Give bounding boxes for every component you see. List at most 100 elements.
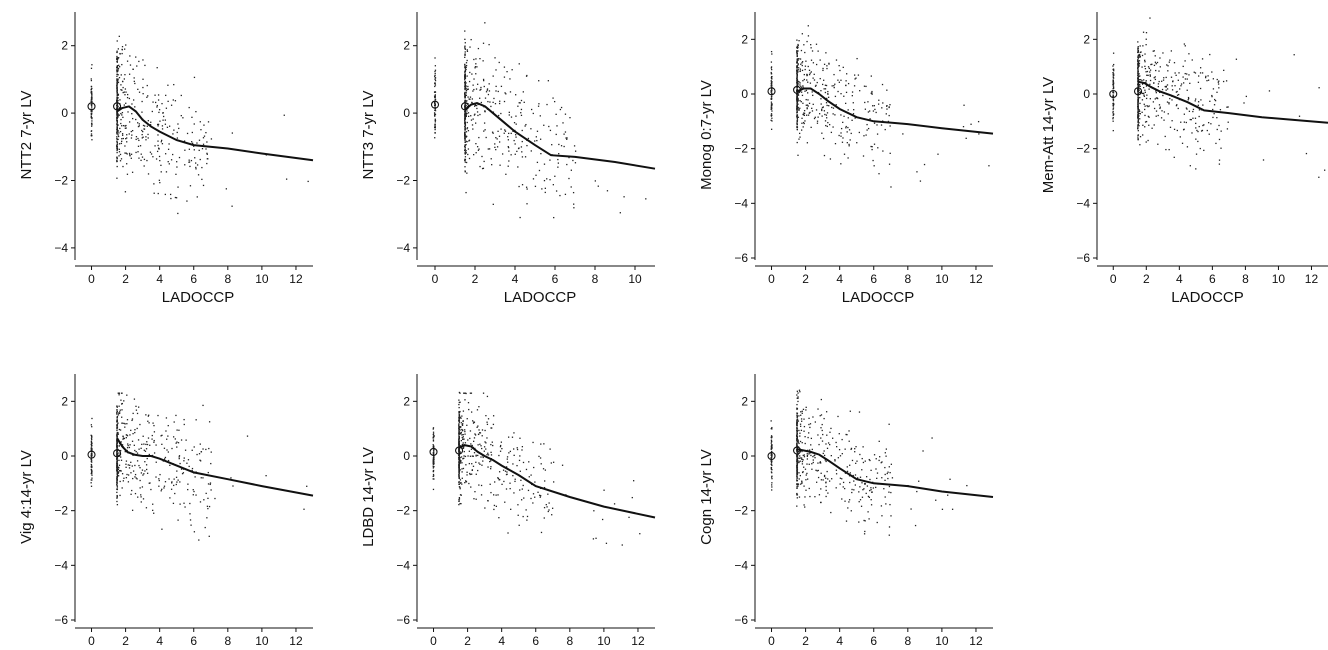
scatter-point — [121, 409, 123, 411]
scatter-point — [808, 102, 811, 105]
scatter-point — [167, 435, 169, 437]
scatter-point — [495, 137, 497, 139]
scatter-point — [124, 423, 126, 425]
scatter-point — [141, 133, 143, 136]
scatter-point — [138, 60, 140, 63]
scatter-point — [514, 478, 516, 480]
scatter-point — [1183, 121, 1186, 123]
x-tick-label: 12 — [1305, 272, 1319, 286]
scatter-point — [178, 457, 180, 460]
x-tick-label: 2 — [122, 272, 129, 286]
scatter-point — [515, 123, 517, 125]
scatter-point — [573, 207, 575, 209]
scatter-point — [525, 468, 528, 471]
scatter-point — [846, 142, 848, 144]
x-tick-label: 2 — [802, 272, 809, 286]
scatter-point — [479, 113, 481, 116]
x-tick-label: 6 — [1209, 272, 1216, 286]
scatter-point — [183, 460, 185, 462]
scatter-point — [141, 100, 143, 103]
scatter-point — [507, 436, 510, 438]
scatter-point — [142, 136, 144, 138]
x-axis-label: LADOCCP — [1171, 289, 1244, 306]
scatter-point — [434, 104, 437, 106]
scatter-point — [1171, 85, 1173, 87]
scatter-point — [1179, 136, 1181, 138]
scatter-point — [1137, 84, 1139, 86]
scatter-point — [796, 464, 798, 467]
scatter-point — [862, 446, 864, 448]
scatter-point — [458, 437, 460, 440]
scatter-point — [557, 162, 560, 164]
scatter-point — [464, 135, 466, 137]
scatter-point — [799, 99, 801, 102]
scatter-point — [135, 450, 137, 453]
scatter-point — [498, 141, 501, 143]
scatter-point — [191, 116, 193, 118]
scatter-point — [568, 156, 570, 159]
scatter-point — [1137, 50, 1139, 52]
scatter-point — [770, 76, 773, 78]
scatter-point — [1193, 71, 1195, 73]
scatter-point — [123, 104, 125, 106]
scatter-point — [434, 109, 436, 111]
scatter-point — [147, 437, 150, 439]
scatter-point — [1151, 127, 1153, 129]
scatter-point — [796, 39, 798, 41]
scatter-point — [846, 466, 848, 468]
scatter-point — [495, 494, 497, 496]
scatter-point — [521, 488, 523, 490]
scatter-point — [510, 154, 512, 156]
x-tick-label: 6 — [552, 272, 559, 286]
scatter-point — [523, 101, 525, 103]
scatter-point — [464, 145, 466, 148]
scatter-point — [823, 454, 826, 457]
scatter-point — [796, 67, 798, 69]
scatter-point — [965, 137, 967, 139]
scatter-point — [799, 440, 802, 443]
scatter-point — [158, 479, 160, 482]
scatter-point — [543, 163, 546, 165]
scatter-point — [796, 95, 798, 97]
scatter-point — [1174, 72, 1176, 74]
scatter-point — [868, 458, 870, 461]
scatter-point — [138, 91, 141, 93]
scatter-point — [1137, 90, 1139, 92]
scatter-point — [796, 414, 798, 416]
scatter-point — [770, 101, 773, 103]
scatter-point — [172, 99, 174, 101]
scatter-point — [863, 533, 866, 535]
scatter-point — [137, 151, 139, 153]
scatter-point — [494, 57, 496, 59]
scatter-point — [167, 100, 169, 103]
scatter-point — [464, 117, 466, 119]
scatter-point — [796, 99, 798, 101]
scatter-point — [458, 428, 460, 430]
scatter-point — [118, 469, 121, 472]
scatter-point — [528, 476, 530, 478]
scatter-point — [1137, 103, 1139, 105]
scatter-point — [1176, 90, 1178, 93]
scatter-point — [861, 482, 863, 484]
scatter-point — [824, 91, 827, 94]
scatter-point — [1197, 104, 1199, 106]
scatter-point — [119, 107, 121, 109]
scatter-point — [1203, 149, 1205, 152]
scatter-point — [855, 462, 857, 464]
scatter-point — [462, 436, 464, 438]
scatter-point — [124, 152, 126, 154]
scatter-point — [476, 146, 479, 148]
scatter-point — [526, 515, 529, 518]
scatter-point — [116, 486, 119, 488]
scatter-point — [796, 82, 798, 84]
scatter-point — [116, 104, 119, 106]
scatter-point — [823, 154, 826, 157]
scatter-point — [1166, 88, 1169, 90]
scatter-point — [552, 97, 554, 99]
scatter-point — [862, 489, 864, 491]
chart-panel-6: −6−4−202024681012LADOCCPLDBD 14-yr LV — [360, 374, 656, 648]
scatter-point — [1164, 85, 1166, 88]
scatter-point — [492, 203, 494, 205]
scatter-point — [475, 143, 477, 145]
scatter-point — [796, 119, 799, 121]
